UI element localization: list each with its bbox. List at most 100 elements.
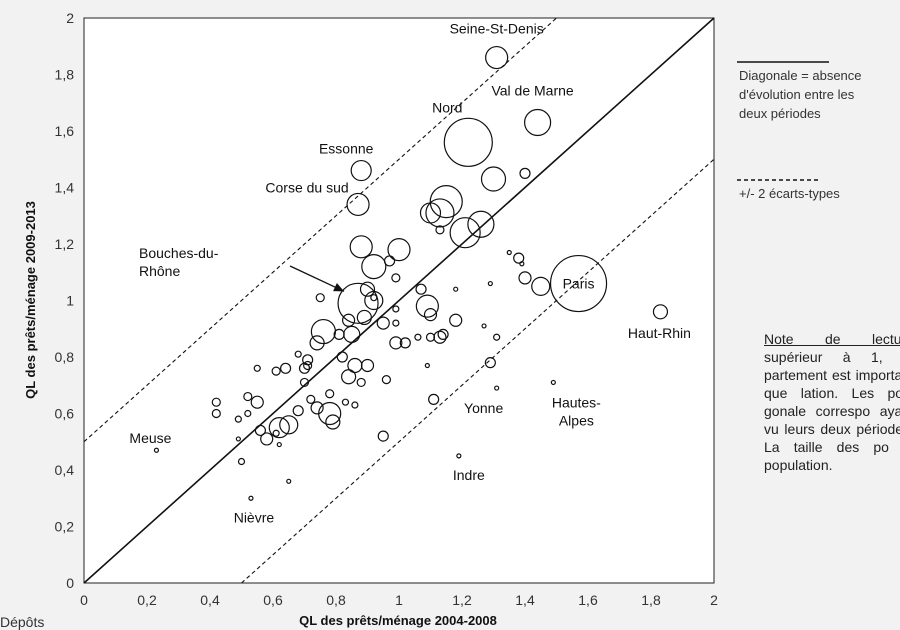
dashed-band-line-1 — [83, 17, 557, 443]
bubble-point — [260, 432, 274, 446]
bubble-val-de-marne — [523, 108, 552, 137]
x-tick-label: 0,8 — [326, 592, 346, 608]
y-tick-label: 2 — [66, 10, 74, 26]
label-meuse: Meuse — [129, 430, 171, 446]
bubble-point — [506, 249, 512, 256]
bubble-haut-rhin — [652, 304, 669, 320]
y-tick-label: 1,2 — [55, 236, 75, 252]
legend-text: Diagonale = absence — [739, 68, 862, 83]
bubble-point — [280, 362, 292, 374]
dashed-band-line-2 — [241, 158, 715, 584]
diagonal-line — [83, 17, 715, 584]
label-indre: Indre — [453, 467, 485, 483]
bubble-corse-du-sud — [346, 192, 370, 217]
bubble-point — [381, 375, 391, 385]
y-tick-label: 1,4 — [55, 180, 75, 196]
bubble-point — [211, 408, 221, 419]
bubble-point — [299, 377, 310, 388]
y-tick-label: 0 — [66, 575, 74, 591]
bubble-point — [303, 360, 313, 371]
bubble-point — [513, 252, 525, 264]
bubble-point — [415, 283, 427, 295]
bubble-point — [383, 255, 396, 267]
bubble-point — [389, 336, 403, 350]
y-tick-label: 1 — [66, 293, 74, 309]
bubble-point — [480, 166, 507, 192]
bubble-meuse — [153, 447, 160, 453]
bubble-point — [235, 436, 241, 442]
legend: Diagonale = absence d'évolution entre les… — [737, 61, 862, 201]
bubble-point — [325, 389, 335, 399]
bubble-point — [309, 335, 325, 351]
bubble-point — [429, 185, 463, 219]
bubble-point — [392, 319, 400, 327]
bubble-point — [449, 313, 463, 327]
bubble-point — [392, 305, 400, 313]
bubble-paris — [549, 254, 608, 313]
x-tick-label: 1,4 — [515, 592, 535, 608]
x-tick-label: 1,2 — [452, 592, 472, 608]
reference-lines — [83, 17, 715, 584]
bubble-point — [279, 415, 299, 435]
bubble-point — [272, 429, 280, 437]
bubble-essonne — [350, 159, 372, 182]
label-nievre: Nièvre — [234, 509, 275, 525]
bubble-seine-st-denis — [485, 45, 509, 70]
y-axis-title: QL des prêts/ménage 2009-2013 — [23, 201, 38, 399]
y-tick-label: 0,2 — [55, 519, 75, 535]
bubble-point — [399, 337, 411, 349]
y-tick-label: 0,8 — [55, 349, 75, 365]
label-paris: Paris — [563, 276, 595, 292]
bubble-point — [531, 276, 551, 296]
bubble-point — [292, 405, 304, 417]
bubble-point — [428, 393, 440, 405]
bubble-point — [361, 254, 387, 280]
bubble-point — [493, 333, 501, 341]
bubble-point — [360, 358, 375, 373]
x-tick-label: 0,2 — [137, 592, 157, 608]
y-tick-label: 1,6 — [55, 123, 75, 139]
bubbles-layer — [153, 45, 669, 501]
bubble-point — [453, 286, 459, 292]
bubble-point — [414, 333, 422, 341]
reading-note: Note de lecture supérieur à 1, le partem… — [764, 330, 900, 474]
bubble-point — [286, 478, 292, 484]
bubble-point — [423, 308, 438, 322]
bubble-point — [425, 198, 455, 228]
label-val-de-marne: Val de Marne — [491, 83, 573, 99]
label-essonne: Essonne — [319, 141, 374, 157]
legend-text: d'évolution entre les — [739, 87, 855, 102]
bubble-point — [484, 357, 496, 369]
bubble-point — [449, 217, 481, 249]
arrow-head — [333, 283, 345, 292]
label-nord: Nord — [432, 99, 462, 115]
note-title: Note de lecture — [764, 331, 900, 347]
bubble-point — [250, 395, 264, 409]
x-tick-label: 0,6 — [263, 592, 283, 608]
x-tick-label: 0 — [80, 592, 88, 608]
bubble-yonne — [494, 385, 500, 391]
x-tick-label: 0,4 — [200, 592, 220, 608]
bubble-point — [315, 293, 325, 303]
bubble-point — [376, 316, 390, 330]
bubble-point — [234, 415, 242, 423]
label-seine-st-denis: Seine-St-Denis — [450, 21, 544, 37]
bubble-point — [518, 271, 532, 285]
bubble-point — [341, 398, 350, 406]
bubble-point — [415, 294, 439, 318]
bubble-point — [349, 235, 373, 259]
bubble-bouches-du-rhone — [337, 282, 379, 324]
x-tick-label: 2 — [710, 592, 718, 608]
bubble-indre — [456, 453, 462, 459]
legend-text: deux périodes — [739, 106, 821, 121]
bubble-point — [306, 394, 316, 404]
bubble-point — [333, 328, 345, 340]
x-tick-label: 1 — [395, 592, 403, 608]
bubble-point — [294, 350, 302, 358]
bubble-point — [481, 323, 487, 329]
label-hautes-alpes: Hautes-Alpes — [552, 394, 601, 428]
label-corse-du-sud: Corse du sud — [265, 179, 348, 195]
bubble-point — [342, 313, 356, 327]
x-tick-label: 1,8 — [641, 592, 661, 608]
